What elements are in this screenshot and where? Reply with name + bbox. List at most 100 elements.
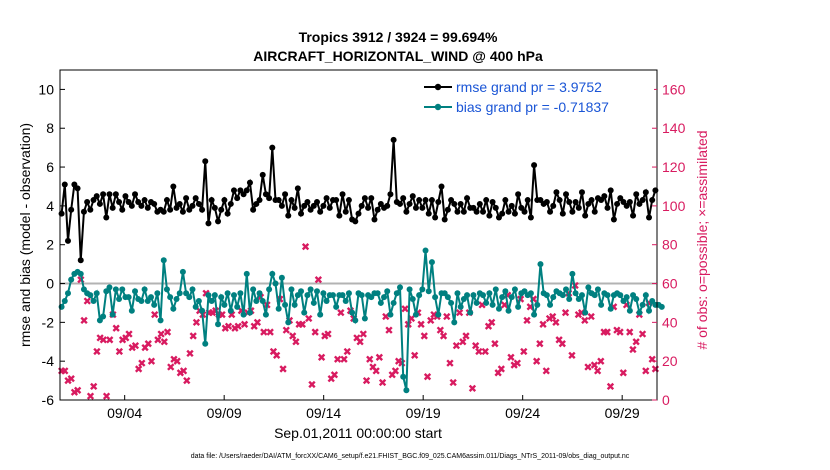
rmse-point [607, 187, 614, 194]
obs-assimilated-marker [324, 330, 332, 338]
obs-assimilated-marker [549, 312, 557, 321]
rmse-point [361, 195, 368, 202]
rmse-point [84, 199, 91, 205]
data-file-footnote: data file: /Users/raeder/DAI/ATM_forcXX/… [191, 453, 630, 460]
bias-series [58, 247, 665, 394]
rmse-point [192, 195, 199, 202]
bias-point [186, 294, 193, 301]
rmse-point [390, 136, 397, 143]
bias-point [467, 309, 474, 316]
right-y-axis: 160 140 120 100 80 60 40 20 0 [652, 81, 686, 408]
obs-assimilated-marker [67, 374, 75, 383]
chart-title-line2: AIRCRAFT_HORIZONTAL_WIND @ 400 hPa [253, 48, 543, 64]
rmse-point [633, 191, 640, 198]
bias-point [125, 294, 132, 301]
bias-point [572, 290, 579, 297]
bias-point [179, 268, 186, 275]
legend-rmse-label: rmse grand pr = 3.9752 [456, 79, 602, 95]
obs-assimilated-marker [273, 351, 281, 360]
rmse-point [64, 237, 71, 244]
rmse-point [58, 210, 65, 217]
rmse-point [508, 202, 515, 209]
rmse-point [199, 206, 206, 213]
right-tick-label: 120 [662, 159, 686, 175]
obs-assimilated-marker [131, 341, 140, 350]
rmse-point [476, 200, 483, 207]
obs-assimilated-marker [417, 320, 425, 328]
rmse-point [355, 210, 362, 217]
bias-point [384, 288, 391, 295]
obs-assimilated-marker [80, 316, 88, 325]
rmse-point [215, 218, 222, 225]
bias-point [342, 298, 349, 304]
rmse-point [294, 185, 301, 192]
bias-point [317, 311, 324, 318]
bias-point [106, 284, 113, 291]
bias-point [227, 307, 234, 314]
obs-assimilated-marker [151, 310, 159, 319]
bias-point [275, 305, 282, 312]
rmse-point [639, 197, 646, 204]
obs-assimilated-marker [446, 359, 454, 367]
obs-assimilated-marker [542, 367, 550, 375]
rmse-point [556, 197, 563, 204]
bias-point [262, 311, 269, 318]
rmse-point [96, 200, 103, 207]
bias-point [345, 290, 352, 297]
bias-point [428, 259, 435, 266]
rmse-point [138, 202, 145, 209]
obs-assimilated-marker [308, 380, 316, 389]
bias-point [543, 292, 550, 299]
rmse-point [419, 204, 426, 211]
bias-point [221, 301, 228, 308]
plot-border [59, 69, 658, 401]
bias-point [112, 286, 119, 293]
bias-point [310, 299, 317, 306]
rmse-point [553, 189, 560, 196]
rmse-point [559, 210, 566, 217]
bias-point [176, 290, 183, 297]
bias-point [537, 261, 544, 268]
obs-assimilated-marker [590, 361, 599, 369]
rmse-point [304, 199, 311, 205]
rmse-point [218, 206, 225, 213]
x-tick-label: 09/04 [107, 405, 142, 421]
rmse-point [221, 197, 228, 204]
rmse-point [397, 200, 404, 207]
obs-assimilated-marker [90, 382, 98, 391]
legend: rmse grand pr = 3.9752 bias grand pr = -… [422, 76, 654, 120]
obs-assimilated-marker [539, 320, 547, 328]
rmse-series [58, 136, 659, 264]
rmse-point [563, 191, 570, 198]
rmse-point [499, 210, 506, 217]
rmse-point [103, 214, 110, 221]
obs-assimilated-marker [472, 341, 480, 350]
rmse-point [604, 204, 611, 211]
bias-point [218, 294, 225, 301]
rmse-point [591, 208, 598, 215]
obs-assimilated-marker [115, 347, 124, 356]
rmse-point [352, 218, 359, 225]
obs-assimilated-marker [192, 318, 201, 327]
rmse-point [400, 195, 407, 202]
obs-assimilated-marker [112, 324, 120, 332]
obs-assimilated-marker [359, 330, 367, 338]
bias-point [454, 290, 461, 297]
x-tick-label: 09/29 [605, 405, 640, 421]
bias-point [211, 292, 218, 299]
bias-point [205, 292, 212, 299]
obs-assimilated-marker [343, 347, 351, 356]
obs-assimilated-marker [224, 322, 233, 330]
right-tick-label: 80 [662, 237, 678, 253]
bias-point [147, 294, 154, 301]
bias-point [195, 298, 202, 304]
rmse-point [234, 195, 241, 202]
rmse-point [464, 195, 471, 202]
rmse-point [646, 214, 653, 221]
bias-point [77, 270, 84, 277]
obs-assimilated-marker [642, 367, 650, 375]
rmse-point [151, 200, 158, 207]
obs-assimilated-marker [305, 314, 313, 323]
bias-point [585, 284, 592, 291]
